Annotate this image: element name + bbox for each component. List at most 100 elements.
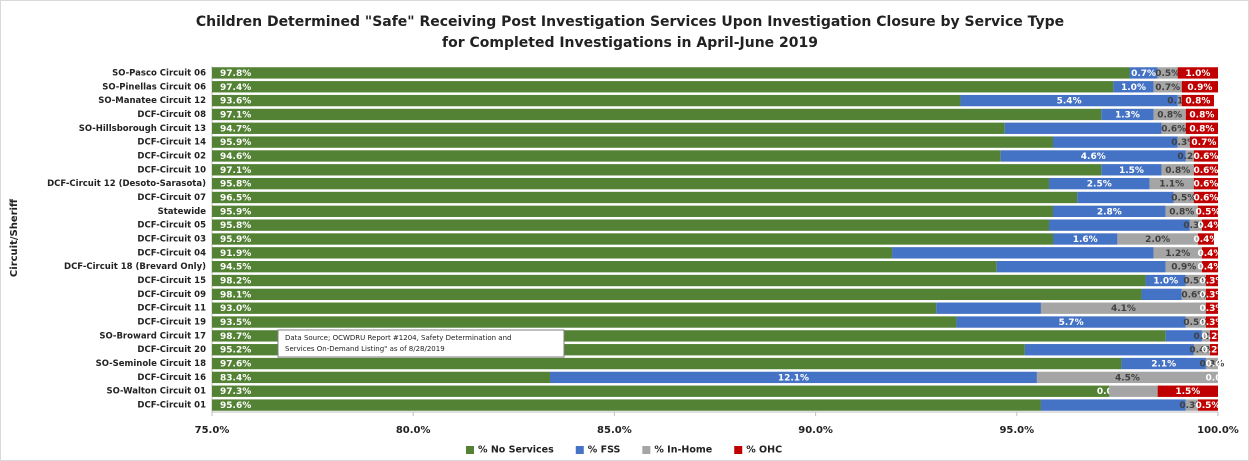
data-label: 0.3% [1199, 304, 1224, 314]
bar-segment [1193, 344, 1210, 356]
bar-segment [212, 122, 1005, 134]
bar-segment [212, 94, 961, 107]
data-label: 0.5% [1183, 277, 1208, 287]
y-tick-label: Statewide [158, 207, 207, 217]
data-label: 97.1% [220, 166, 251, 176]
bar-segment [1181, 288, 1206, 301]
data-label: 0.5% [1195, 207, 1220, 217]
legend-label: % No Services [478, 445, 554, 456]
bar-segment [1036, 371, 1218, 384]
bar-segment [212, 136, 1054, 148]
annotation-box [277, 329, 565, 358]
data-label: 4.6% [1081, 152, 1106, 162]
bar-segment [1209, 344, 1218, 356]
bar-segment [1153, 81, 1182, 93]
data-label: 1.5% [1175, 387, 1200, 397]
data-label: 5.7% [1059, 318, 1084, 328]
data-label: 1.6% [1073, 235, 1098, 245]
bar-segment [212, 316, 957, 328]
data-label: 0.6% [1193, 180, 1218, 190]
bar-segment [1165, 205, 1198, 217]
data-label: 0.6% [1193, 152, 1218, 162]
y-tick-label: DCF-Circuit 15 [137, 276, 206, 286]
bar-segment [212, 219, 1049, 231]
y-tick-label: DCF-Circuit 08 [137, 110, 206, 120]
bar-segment [1157, 385, 1218, 397]
bar-segment [1153, 247, 1202, 259]
bar-segment [212, 67, 1130, 79]
data-label: 0.7% [1191, 138, 1216, 148]
bar-segment [212, 385, 1110, 397]
data-label: 1.0% [1185, 69, 1210, 79]
data-label: 93.5% [220, 318, 251, 328]
data-label: 97.6% [220, 360, 251, 370]
legend-swatch [466, 446, 474, 454]
data-label: 0.3% [1179, 401, 1204, 411]
bar-segment [1048, 219, 1190, 231]
data-label: 0.1% [1167, 97, 1192, 107]
bar-segment [996, 261, 1166, 273]
data-label: 0.4% [1197, 249, 1222, 259]
data-label: 0.5% [1195, 401, 1220, 411]
bar-segment [212, 247, 893, 259]
bar-segment [1205, 302, 1218, 314]
bar-segment [956, 316, 1186, 328]
data-label: 98.2% [220, 277, 251, 287]
bar-segment [1177, 94, 1182, 107]
annotation-text: Services On-Demand Listing" as of 8/28/2… [285, 345, 445, 353]
bar-segment [1024, 344, 1194, 356]
bar-segment [1053, 205, 1166, 217]
chart-title: Children Determined "Safe" Receiving Pos… [196, 14, 1064, 30]
legend-label: % In-Home [654, 445, 712, 456]
data-label: 95.8% [220, 180, 251, 190]
data-label: 95.9% [220, 138, 251, 148]
y-tick-label: DCF-Circuit 09 [137, 290, 206, 300]
y-tick-label: DCF-Circuit 19 [137, 318, 206, 328]
bar-segment [212, 302, 937, 314]
bar-segment [1121, 357, 1206, 370]
data-label: 0.6% [1161, 124, 1186, 134]
bar-segment [1165, 261, 1202, 273]
data-label: 97.4% [220, 83, 251, 93]
y-tick-label: SO-Pasco Circuit 06 [112, 68, 206, 78]
legend-label: % FSS [588, 445, 621, 456]
data-label: 0.5% [1183, 318, 1208, 328]
data-label: 97.8% [220, 69, 251, 79]
bar-segment [1113, 81, 1154, 93]
data-label: 0.3% [1171, 138, 1196, 148]
data-label: 95.8% [220, 221, 251, 231]
bar-segment [212, 81, 1114, 93]
bar-segment [1177, 136, 1190, 148]
data-label: 0.8% [1189, 110, 1214, 120]
bar-segment [1205, 274, 1218, 287]
legend-swatch [642, 446, 651, 454]
y-tick-label: DCF-Circuit 16 [137, 373, 206, 383]
bar-segment [212, 233, 1054, 245]
y-tick-label: DCF-Circuit 07 [137, 193, 206, 203]
data-label: 0.4% [1197, 221, 1222, 231]
data-label: 1.5% [1119, 166, 1144, 176]
bar-segment [212, 399, 1041, 411]
bar-segment [1193, 191, 1218, 204]
data-label: 98.7% [220, 332, 251, 342]
data-label: 0.2% [1177, 152, 1202, 162]
x-tick-label: 100.0% [1197, 425, 1239, 436]
data-label: 97.3% [220, 387, 251, 397]
y-tick-label: SO-Hillsborough Circuit 13 [79, 124, 206, 134]
data-label: 93.6% [220, 97, 251, 107]
bar-segment [1000, 150, 1186, 162]
bar-segment [1173, 191, 1194, 204]
data-label: 0.3% [1199, 277, 1224, 287]
data-label: 2.0% [1145, 235, 1170, 245]
data-label: 96.5% [220, 193, 251, 203]
bar-segment [212, 330, 1166, 342]
bar-segment [1205, 357, 1218, 370]
data-label: 91.9% [220, 249, 251, 259]
data-label: 4.1% [1111, 304, 1136, 314]
data-label: 1.2% [1165, 249, 1190, 259]
data-label: 0.3% [1183, 221, 1208, 231]
data-label: 0.8% [1157, 110, 1182, 120]
bar-segment [1101, 108, 1154, 121]
y-tick-label: DCF-Circuit 14 [137, 138, 206, 148]
bar-segment [1109, 385, 1158, 397]
